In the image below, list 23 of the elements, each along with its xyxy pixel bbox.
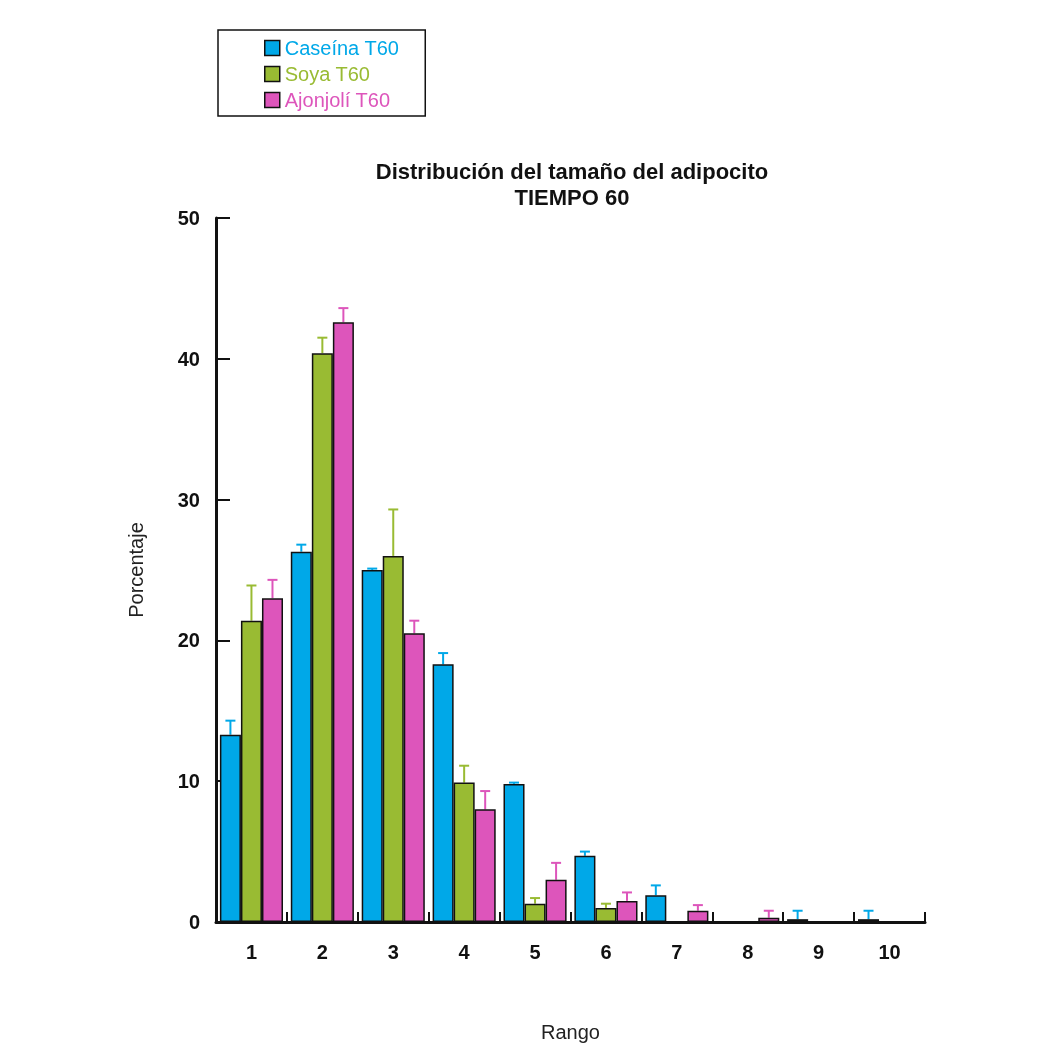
x-tick-label: 2 xyxy=(316,941,328,963)
x-tick-label: 3 xyxy=(387,941,399,963)
y-tick-label: 20 xyxy=(177,629,200,652)
x-axis-title: Rango xyxy=(541,1021,600,1043)
x-tick-label: 1 xyxy=(245,941,258,963)
y-tick-label: 40 xyxy=(177,347,200,370)
x-tick-label: 8 xyxy=(742,941,754,963)
y-tick-label: 0 xyxy=(188,911,200,933)
x-tick-label: 7 xyxy=(671,941,683,963)
y-tick-label: 30 xyxy=(177,488,200,511)
x-tick-label: 10 xyxy=(878,941,901,963)
legend-label: Ajonjolí T60 xyxy=(284,89,391,111)
x-tick-label: 4 xyxy=(458,941,471,963)
x-tick-label: 5 xyxy=(529,941,541,963)
y-tick-label: 10 xyxy=(177,770,200,793)
legend-label: Caseína T60 xyxy=(284,37,399,59)
legend-label: Soya T60 xyxy=(284,63,370,85)
chart-title: Distribución del tamaño del adipocito xyxy=(375,158,769,184)
y-tick-label: 50 xyxy=(177,207,200,229)
chart-subtitle: TIEMPO 60 xyxy=(514,184,630,210)
y-axis-title: Porcentaje xyxy=(125,522,147,618)
x-tick-label: 6 xyxy=(600,941,612,963)
x-tick-label: 9 xyxy=(813,941,825,963)
